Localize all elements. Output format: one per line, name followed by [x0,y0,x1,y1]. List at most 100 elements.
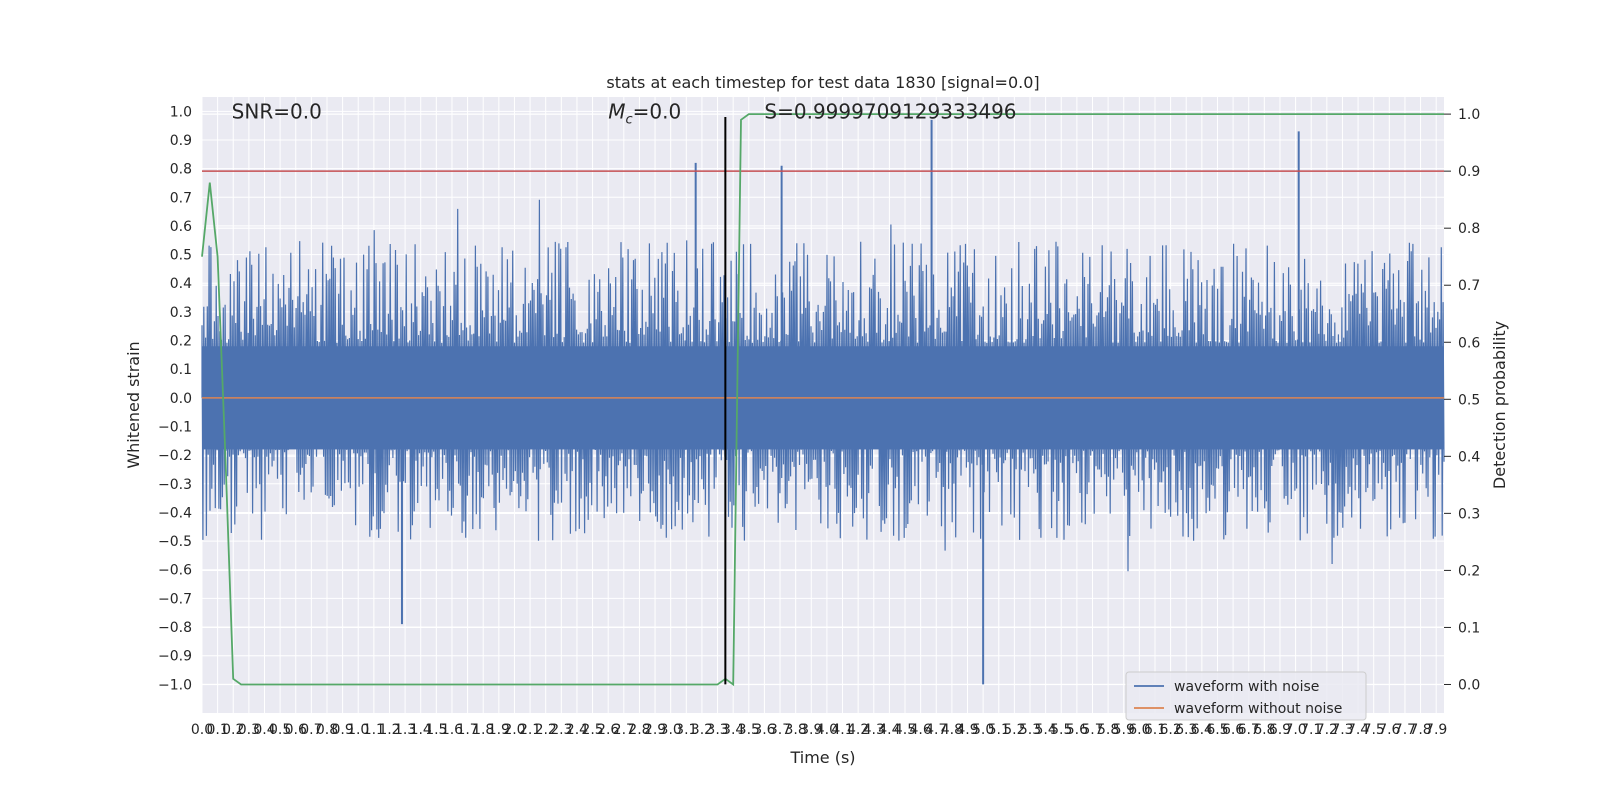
x-tick-label: 5.3 [1019,722,1041,738]
x-tick-label: 7.6 [1378,722,1400,738]
x-tick-label: 3.7 [769,722,791,738]
y2-axis-label: Detection probability [1490,321,1509,489]
x-tick-label: 2.9 [644,722,666,738]
x-tick-label: 7.2 [1316,722,1338,738]
x-tick-label: 6.4 [1191,722,1213,738]
y-axis-ticks: −1.0 −0.9 −0.8 −0.7 −0.6 −0.5 −0.4 −0.3 −0.2 −0.1… [158,104,192,693]
x-tick-label: 5.1 [988,722,1010,738]
x-tick-label: 6.9 [1269,722,1291,738]
x-tick-label: 5.7 [1081,722,1103,738]
x-tick-label: 1.9 [488,722,510,738]
x-tick-label: 6.1 [1144,722,1166,738]
y2-tick-label: 0.4 [1458,449,1480,465]
y2-tick-label: 0.6 [1458,335,1480,351]
x-tick-label: 7.8 [1409,722,1431,738]
y-axis-label: Whitened strain [124,341,143,468]
y-tick-label: −0.4 [158,505,192,521]
y-tick-label: 0.6 [170,219,192,235]
x-tick-label: 2.1 [519,722,541,738]
x-tick-label: 5.8 [1097,722,1119,738]
x-tick-label: 5.2 [1003,722,1025,738]
y-tick-label: −0.6 [158,563,192,579]
x-tick-label: 5.5 [1050,722,1072,738]
x-tick-label: 0.3 [238,722,260,738]
x-tick-label: 3.0 [660,722,682,738]
x-tick-label: 0.5 [269,722,291,738]
y2-tick-label: 0.2 [1458,563,1480,579]
x-tick-label: 0.2 [222,722,244,738]
x-tick-label: 4.1 [831,722,853,738]
y2-tick-label: 0.7 [1458,278,1480,294]
x-tick-label: 2.0 [503,722,525,738]
x-tick-label: 0.0 [191,722,213,738]
mc-value: =0.0 [633,99,682,123]
x-tick-label: 1.4 [410,722,432,738]
x-tick-label: 7.7 [1394,722,1416,738]
x-tick-label: 4.2 [847,722,869,738]
x-tick-label: 3.9 [800,722,822,738]
x-tick-label: 3.3 [706,722,728,738]
x-tick-label: 6.2 [1159,722,1181,738]
x-tick-label: 0.6 [285,722,307,738]
y2-tick-label: 0.8 [1458,221,1480,237]
detection-probability-line [201,113,1444,687]
x-tick-label: 4.8 [941,722,963,738]
x-tick-label: 5.4 [1034,722,1056,738]
y-tick-label: 0.7 [170,190,192,206]
x-tick-label: 2.3 [550,722,572,738]
y-tick-label: 0.9 [170,133,192,149]
score-annotation: S=0.9999709129333496 [764,99,1016,123]
x-tick-label: 7.3 [1331,722,1353,738]
chirp-mass-annotation: Mc=0.0 [608,99,681,127]
y-tick-label: 0.4 [170,276,192,292]
x-tick-label: 7.9 [1425,722,1447,738]
x-tick-label: 3.1 [675,722,697,738]
y2-tick-label: 1.0 [1458,107,1480,123]
x-tick-label: 3.2 [691,722,713,738]
y-tick-label: 0.3 [170,305,192,321]
x-axis-label: Time (s) [789,748,855,767]
x-tick-label: 7.5 [1363,722,1385,738]
x-tick-label: 4.4 [878,722,900,738]
x-tick-label: 2.8 [628,722,650,738]
x-tick-label: 1.1 [363,722,385,738]
x-tick-label: 2.5 [581,722,603,738]
x-tick-label: 1.8 [472,722,494,738]
x-tick-label: 4.5 [894,722,916,738]
y-tick-label: −0.7 [158,591,192,607]
y2-axis-ticks: 0.0 0.1 0.2 0.3 0.4 0.5 0.6 0.7 0.8 0.9 1.0 [1444,107,1480,693]
y-tick-label: −1.0 [158,677,192,693]
x-tick-label: 1.2 [378,722,400,738]
y-tick-label: −0.9 [158,649,192,665]
x-tick-label: 2.4 [566,722,588,738]
x-tick-label: 5.0 [972,722,994,738]
mc-symbol: M [608,99,625,123]
snr-annotation: SNR=0.0 [232,99,322,123]
x-tick-label: 5.9 [1113,722,1135,738]
x-tick-label: 0.4 [253,722,275,738]
y-tick-label: −0.3 [158,477,192,493]
chart-title: stats at each timestep for test data 183… [606,73,1039,92]
x-tick-label: 0.1 [206,722,228,738]
x-tick-label: 3.8 [785,722,807,738]
x-tick-label: 6.5 [1206,722,1228,738]
x-tick-label: 0.7 [300,722,322,738]
y-tick-label: 0.5 [170,248,192,264]
x-tick-label: 5.6 [1066,722,1088,738]
x-tick-label: 4.7 [925,722,947,738]
y-tick-label: −0.1 [158,419,192,435]
mc-subscript: c [625,112,632,127]
x-tick-label: 1.6 [441,722,463,738]
y-tick-label: −0.2 [158,448,192,464]
x-tick-label: 3.5 [738,722,760,738]
legend-label-waveform-with-noise: waveform with noise [1174,679,1319,695]
y-tick-label: 0.1 [170,362,192,378]
x-tick-label: 2.7 [613,722,635,738]
x-tick-label: 2.6 [597,722,619,738]
x-tick-label: 1.3 [394,722,416,738]
x-tick-label: 3.6 [753,722,775,738]
y-tick-label: 0.8 [170,162,192,178]
x-tick-label: 1.7 [456,722,478,738]
x-tick-label: 4.9 [956,722,978,738]
